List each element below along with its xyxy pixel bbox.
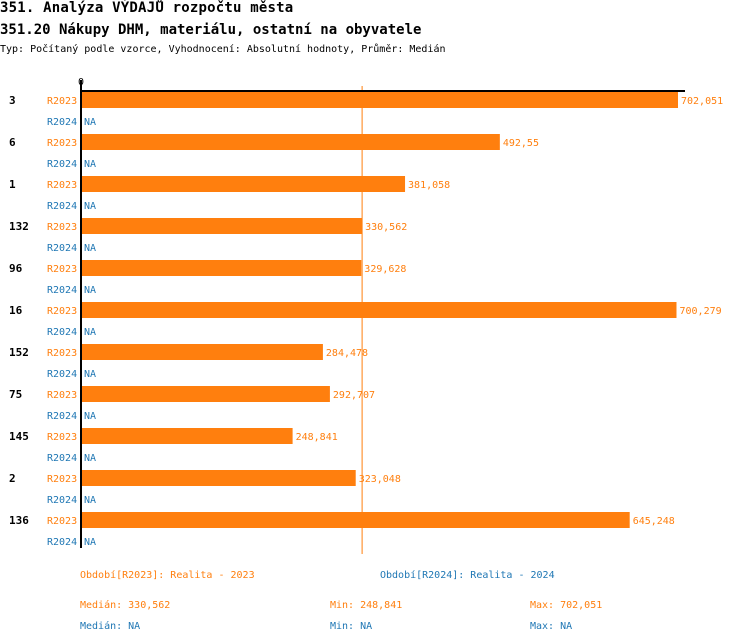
data-label-r2024: NA <box>84 159 96 170</box>
data-label-r2024: NA <box>84 537 96 548</box>
bar-r2023 <box>81 176 406 192</box>
category-label: 6 <box>9 136 16 149</box>
series-label-r2023: R2023 <box>47 222 77 233</box>
series-label-r2024: R2024 <box>47 201 77 212</box>
data-label-r2023: 645,248 <box>633 516 675 527</box>
data-label-r2024: NA <box>84 369 96 380</box>
category-label: 136 <box>9 514 29 527</box>
stat-median-r2023: Medián: 330,562 <box>80 600 171 611</box>
series-label-r2024: R2024 <box>47 495 77 506</box>
series-label-r2024: R2024 <box>47 453 77 464</box>
bar-r2023 <box>81 92 678 108</box>
series-label-r2023: R2023 <box>47 516 77 527</box>
bar-r2023 <box>81 344 323 360</box>
data-label-r2024: NA <box>84 243 96 254</box>
series-label-r2024: R2024 <box>47 117 77 128</box>
data-label-r2023: 700,279 <box>679 306 721 317</box>
bar-chart: 03R2023R2024702,051NA6R2023R2024492,55NA… <box>9 77 723 554</box>
series-label-r2024: R2024 <box>47 285 77 296</box>
stat-max-r2024: Max: NA <box>530 621 573 632</box>
series-label-r2024: R2024 <box>47 159 77 170</box>
stat-max-r2023: Max: 702,051 <box>530 600 603 611</box>
data-label-r2023: 330,562 <box>365 222 407 233</box>
data-label-r2023: 284,478 <box>326 348 368 359</box>
series-label-r2024: R2024 <box>47 537 77 548</box>
series-label-r2024: R2024 <box>47 411 77 422</box>
bar-r2023 <box>81 134 500 150</box>
legend-r2024: Období[R2024]: Realita - 2024 <box>380 570 555 581</box>
data-label-r2024: NA <box>84 453 96 464</box>
category-label: 16 <box>9 304 23 317</box>
page-title: 351. Analýza VÝDAJŮ rozpočtu města <box>0 0 294 16</box>
data-label-r2023: 329,628 <box>364 264 406 275</box>
data-label-r2024: NA <box>84 327 96 338</box>
data-label-r2023: 323,048 <box>359 474 401 485</box>
category-label: 1 <box>9 178 16 191</box>
data-label-r2023: 492,55 <box>503 138 539 149</box>
bar-r2023 <box>81 386 330 402</box>
category-label: 2 <box>9 472 16 485</box>
series-label-r2023: R2023 <box>47 138 77 149</box>
stat-min-r2023: Min: 248,841 <box>330 600 403 611</box>
category-label: 145 <box>9 430 29 443</box>
series-label-r2023: R2023 <box>47 390 77 401</box>
data-label-r2024: NA <box>84 495 96 506</box>
data-label-r2024: NA <box>84 285 96 296</box>
data-label-r2023: 292,707 <box>333 390 375 401</box>
category-label: 3 <box>9 94 16 107</box>
series-label-r2023: R2023 <box>47 264 77 275</box>
series-label-r2023: R2023 <box>47 306 77 317</box>
legend-r2023: Období[R2023]: Realita - 2023 <box>80 570 255 581</box>
series-label-r2023: R2023 <box>47 96 77 107</box>
chart-info: Typ: Počítaný podle vzorce, Vyhodnocení:… <box>0 44 446 55</box>
data-label-r2024: NA <box>84 201 96 212</box>
series-label-r2024: R2024 <box>47 369 77 380</box>
category-label: 132 <box>9 220 29 233</box>
data-label-r2024: NA <box>84 411 96 422</box>
bar-r2023 <box>81 302 677 318</box>
data-label-r2023: 381,058 <box>408 180 450 191</box>
chart-subtitle: 351.20 Nákupy DHM, materiálu, ostatní na… <box>0 22 422 38</box>
category-label: 152 <box>9 346 29 359</box>
category-label: 75 <box>9 388 22 401</box>
category-label: 96 <box>9 262 23 275</box>
bar-r2023 <box>81 428 293 444</box>
bar-r2023 <box>81 512 630 528</box>
series-label-r2023: R2023 <box>47 180 77 191</box>
series-label-r2024: R2024 <box>47 327 77 338</box>
data-label-r2023: 702,051 <box>681 96 723 107</box>
stat-median-r2024: Medián: NA <box>80 621 141 632</box>
series-label-r2023: R2023 <box>47 474 77 485</box>
bar-r2023 <box>81 470 356 486</box>
data-label-r2024: NA <box>84 117 96 128</box>
data-label-r2023: 248,841 <box>296 432 338 443</box>
series-label-r2024: R2024 <box>47 243 77 254</box>
stat-min-r2024: Min: NA <box>330 621 373 632</box>
series-label-r2023: R2023 <box>47 432 77 443</box>
series-label-r2023: R2023 <box>47 348 77 359</box>
bar-r2023 <box>81 218 363 234</box>
bar-r2023 <box>81 260 362 276</box>
